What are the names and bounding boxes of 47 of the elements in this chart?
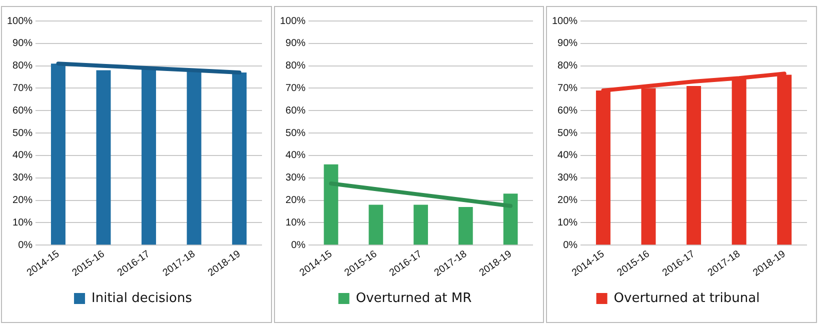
y-tick-label: 90% (557, 38, 578, 50)
bar (186, 70, 202, 245)
legend-label: Initial decisions (92, 290, 192, 306)
y-tick-label: 30% (12, 172, 33, 184)
bar (50, 64, 66, 245)
y-tick-label: 80% (557, 60, 578, 72)
y-tick-label: 0% (291, 240, 306, 251)
y-tick-label: 30% (557, 172, 578, 184)
y-tick-label: 60% (286, 105, 306, 116)
y-tick-label: 10% (12, 217, 33, 228)
bar (686, 86, 701, 245)
y-tick-label: 70% (557, 82, 578, 94)
y-tick-label: 40% (557, 150, 578, 162)
y-tick-label: 70% (12, 82, 33, 94)
bar (369, 204, 384, 245)
y-tick-label: 10% (286, 217, 306, 228)
legend-label: Overturned at MR (356, 290, 472, 306)
y-tick-label: 20% (12, 195, 33, 206)
y-tick-label: 40% (12, 150, 33, 162)
y-tick-label: 100% (280, 16, 306, 27)
y-tick-label: 50% (286, 128, 306, 139)
y-tick-label: 20% (557, 195, 578, 206)
y-tick-label: 30% (286, 172, 306, 184)
y-tick-label: 60% (12, 105, 33, 116)
legend-label: Overturned at tribunal (613, 290, 760, 306)
bar (458, 207, 474, 245)
y-tick-label: 90% (12, 38, 33, 50)
bar (232, 72, 247, 245)
y-tick-label: 50% (557, 128, 578, 139)
y-tick-label: 80% (286, 60, 306, 72)
y-tick-label: 100% (7, 16, 33, 27)
y-tick-label: 40% (286, 150, 306, 162)
bar (96, 70, 111, 245)
y-tick-label: 0% (18, 240, 33, 251)
bar (504, 194, 518, 245)
y-tick-label: 10% (557, 217, 578, 228)
y-tick-label: 50% (12, 128, 33, 139)
y-tick-label: 70% (286, 82, 306, 94)
bar (414, 204, 428, 245)
bar (324, 164, 339, 245)
y-tick-label: 100% (552, 16, 578, 27)
y-tick-label: 20% (286, 195, 306, 206)
y-tick-label: 80% (12, 60, 33, 72)
bar (142, 68, 156, 245)
y-tick-label: 0% (562, 240, 578, 251)
y-tick-label: 90% (286, 38, 306, 50)
y-tick-label: 60% (557, 105, 578, 116)
